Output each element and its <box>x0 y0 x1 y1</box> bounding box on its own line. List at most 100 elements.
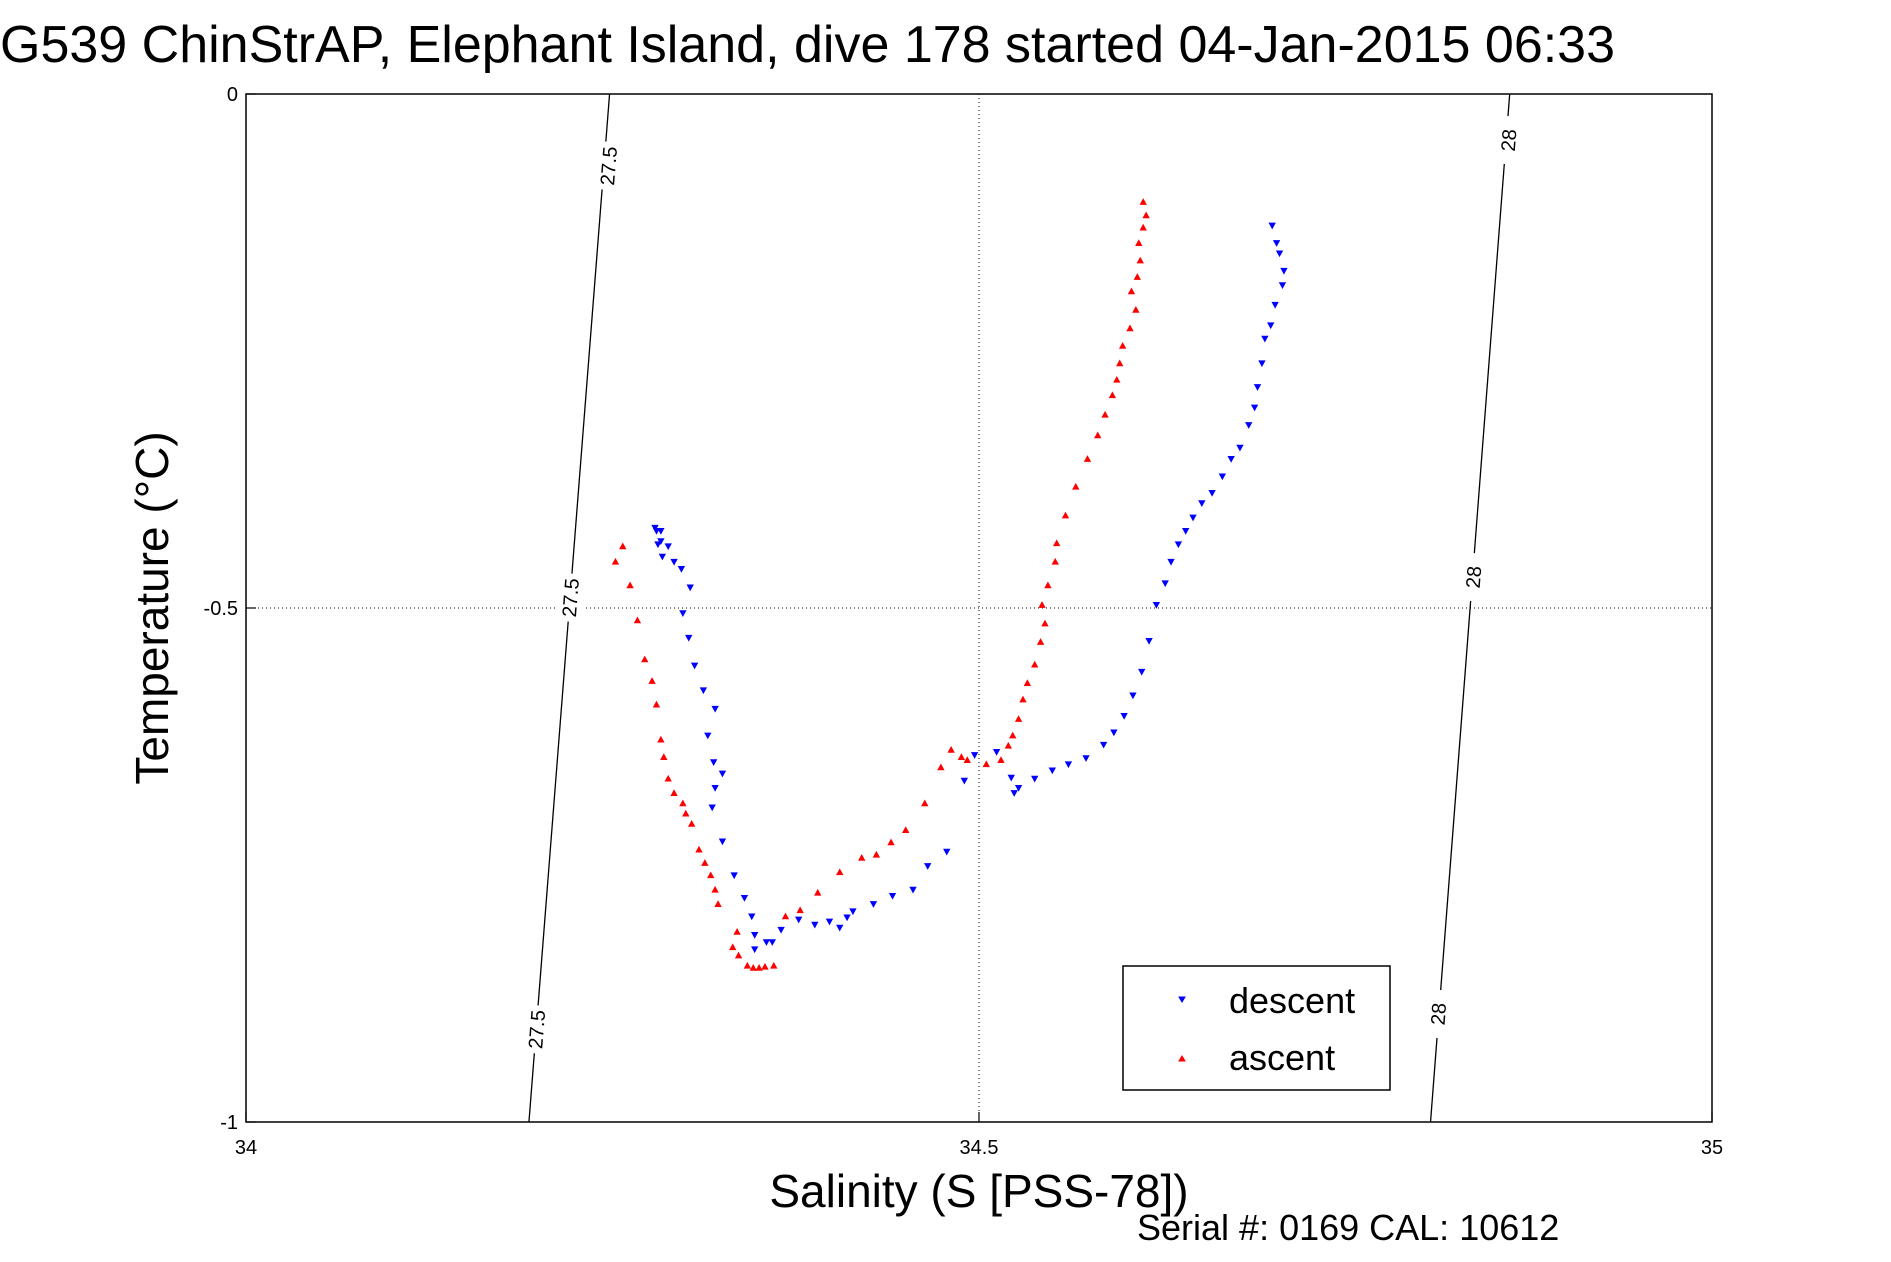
descent-point <box>1182 528 1190 535</box>
isopycnal-contour-labels: 27.5 27.5 27.5 28 28 28 <box>522 115 1525 1055</box>
ascent-point <box>902 826 910 833</box>
descent-point <box>1261 335 1269 343</box>
y-axis-ticks: -1 -0.5 0 <box>204 84 256 1134</box>
descent-point <box>748 913 756 921</box>
contour-label: 27.5 <box>525 1009 550 1050</box>
descent-point <box>924 863 932 870</box>
contour-label-background <box>1424 989 1455 1039</box>
isopycnal-line-28 <box>1429 94 1511 1122</box>
descent-point <box>1271 301 1279 309</box>
y-tick-label: -0.5 <box>204 598 238 620</box>
ascent-point <box>872 850 881 858</box>
ascent-point <box>1133 273 1142 280</box>
ascent-point <box>1041 619 1049 627</box>
ascent-point <box>1108 391 1117 399</box>
descent-point <box>1267 322 1275 330</box>
ascent-point <box>982 760 991 768</box>
ascent-point <box>1127 287 1136 295</box>
contour-label-background <box>1494 115 1525 166</box>
ascent-point <box>660 753 668 760</box>
ascent-point <box>1061 511 1070 519</box>
descent-point <box>1268 222 1276 230</box>
descent-point <box>1236 444 1244 452</box>
ascent-point <box>734 951 743 959</box>
ascent-point <box>770 961 778 969</box>
ascent-point <box>887 838 895 846</box>
ascent-point <box>796 906 804 914</box>
descent-point <box>664 543 672 551</box>
x-axis-label: Salinity (S [PSS-78]) <box>769 1165 1188 1217</box>
descent-point <box>751 946 759 954</box>
x-axis-ticks: 34 34.5 35 <box>235 1112 1723 1159</box>
legend-box <box>1122 965 1391 1091</box>
ascent-point <box>749 963 757 971</box>
ascent-point <box>1116 359 1124 367</box>
ascent-point <box>733 927 741 935</box>
ascent-point <box>1014 715 1023 722</box>
descent-point <box>1010 790 1018 797</box>
descent-point <box>1007 774 1015 782</box>
ascent-point <box>641 655 649 663</box>
descent-point <box>1253 384 1262 391</box>
descent-point <box>1161 580 1169 588</box>
descent-point <box>740 894 749 902</box>
descent-point <box>1138 668 1146 676</box>
y-axis-label: Temperature (°C) <box>126 431 178 784</box>
ascent-point <box>679 799 687 807</box>
descent-point <box>768 939 776 946</box>
ascent-point <box>670 789 678 796</box>
descent-point <box>1227 456 1235 463</box>
descent-point <box>1278 282 1287 290</box>
contour-label-background <box>594 141 625 191</box>
ascent-point <box>1135 239 1143 246</box>
ascent-point <box>695 845 703 853</box>
ascent-point <box>1139 223 1147 231</box>
descent-point <box>657 528 665 535</box>
descent-point <box>943 848 951 856</box>
descent-point <box>1014 785 1023 792</box>
descent-point <box>777 926 785 934</box>
ascent-point <box>937 763 945 771</box>
ascent-point <box>781 912 790 920</box>
ascent-point <box>921 799 929 807</box>
descent-point <box>704 732 712 740</box>
descent-point <box>718 838 727 846</box>
contour-label: 28 <box>1463 565 1487 589</box>
descent-point <box>699 687 708 695</box>
ascent-point <box>1009 731 1017 739</box>
ascent-point <box>997 756 1005 764</box>
ascent-point <box>626 581 634 589</box>
ascent-point <box>858 853 866 861</box>
ascent-point <box>711 885 719 893</box>
ascent-point <box>814 888 822 896</box>
ascent-point <box>1072 482 1080 490</box>
descent-point <box>730 872 738 880</box>
ascent-point <box>1126 324 1134 332</box>
contour-label-background <box>522 1004 553 1055</box>
ascent-point <box>1132 306 1140 313</box>
descent-point <box>1258 360 1266 368</box>
y-tick-label: -1 <box>220 1112 238 1134</box>
ascent-point <box>1036 638 1045 645</box>
chart-title: G539 ChinStrAP, Elephant Island, dive 17… <box>0 16 1615 74</box>
descent-point <box>992 749 1001 756</box>
descent-point <box>795 916 803 924</box>
descent-point <box>1198 500 1206 507</box>
descent-point <box>711 705 719 713</box>
descent-point <box>711 785 719 792</box>
descent-point <box>1048 767 1056 775</box>
descent-point <box>718 770 727 778</box>
ascent-point <box>701 859 709 866</box>
legend-ascent-label: ascent <box>1229 1037 1335 1078</box>
descent-point <box>1064 761 1073 769</box>
ascent-point <box>707 871 715 879</box>
descent-point <box>1280 267 1288 275</box>
ascent-point <box>836 868 844 876</box>
descent-point <box>811 921 819 929</box>
descent-point <box>1167 558 1175 566</box>
ascent-point <box>743 961 752 969</box>
descent-point <box>709 759 718 767</box>
ascent-point <box>652 700 661 708</box>
descent-point <box>836 924 844 932</box>
